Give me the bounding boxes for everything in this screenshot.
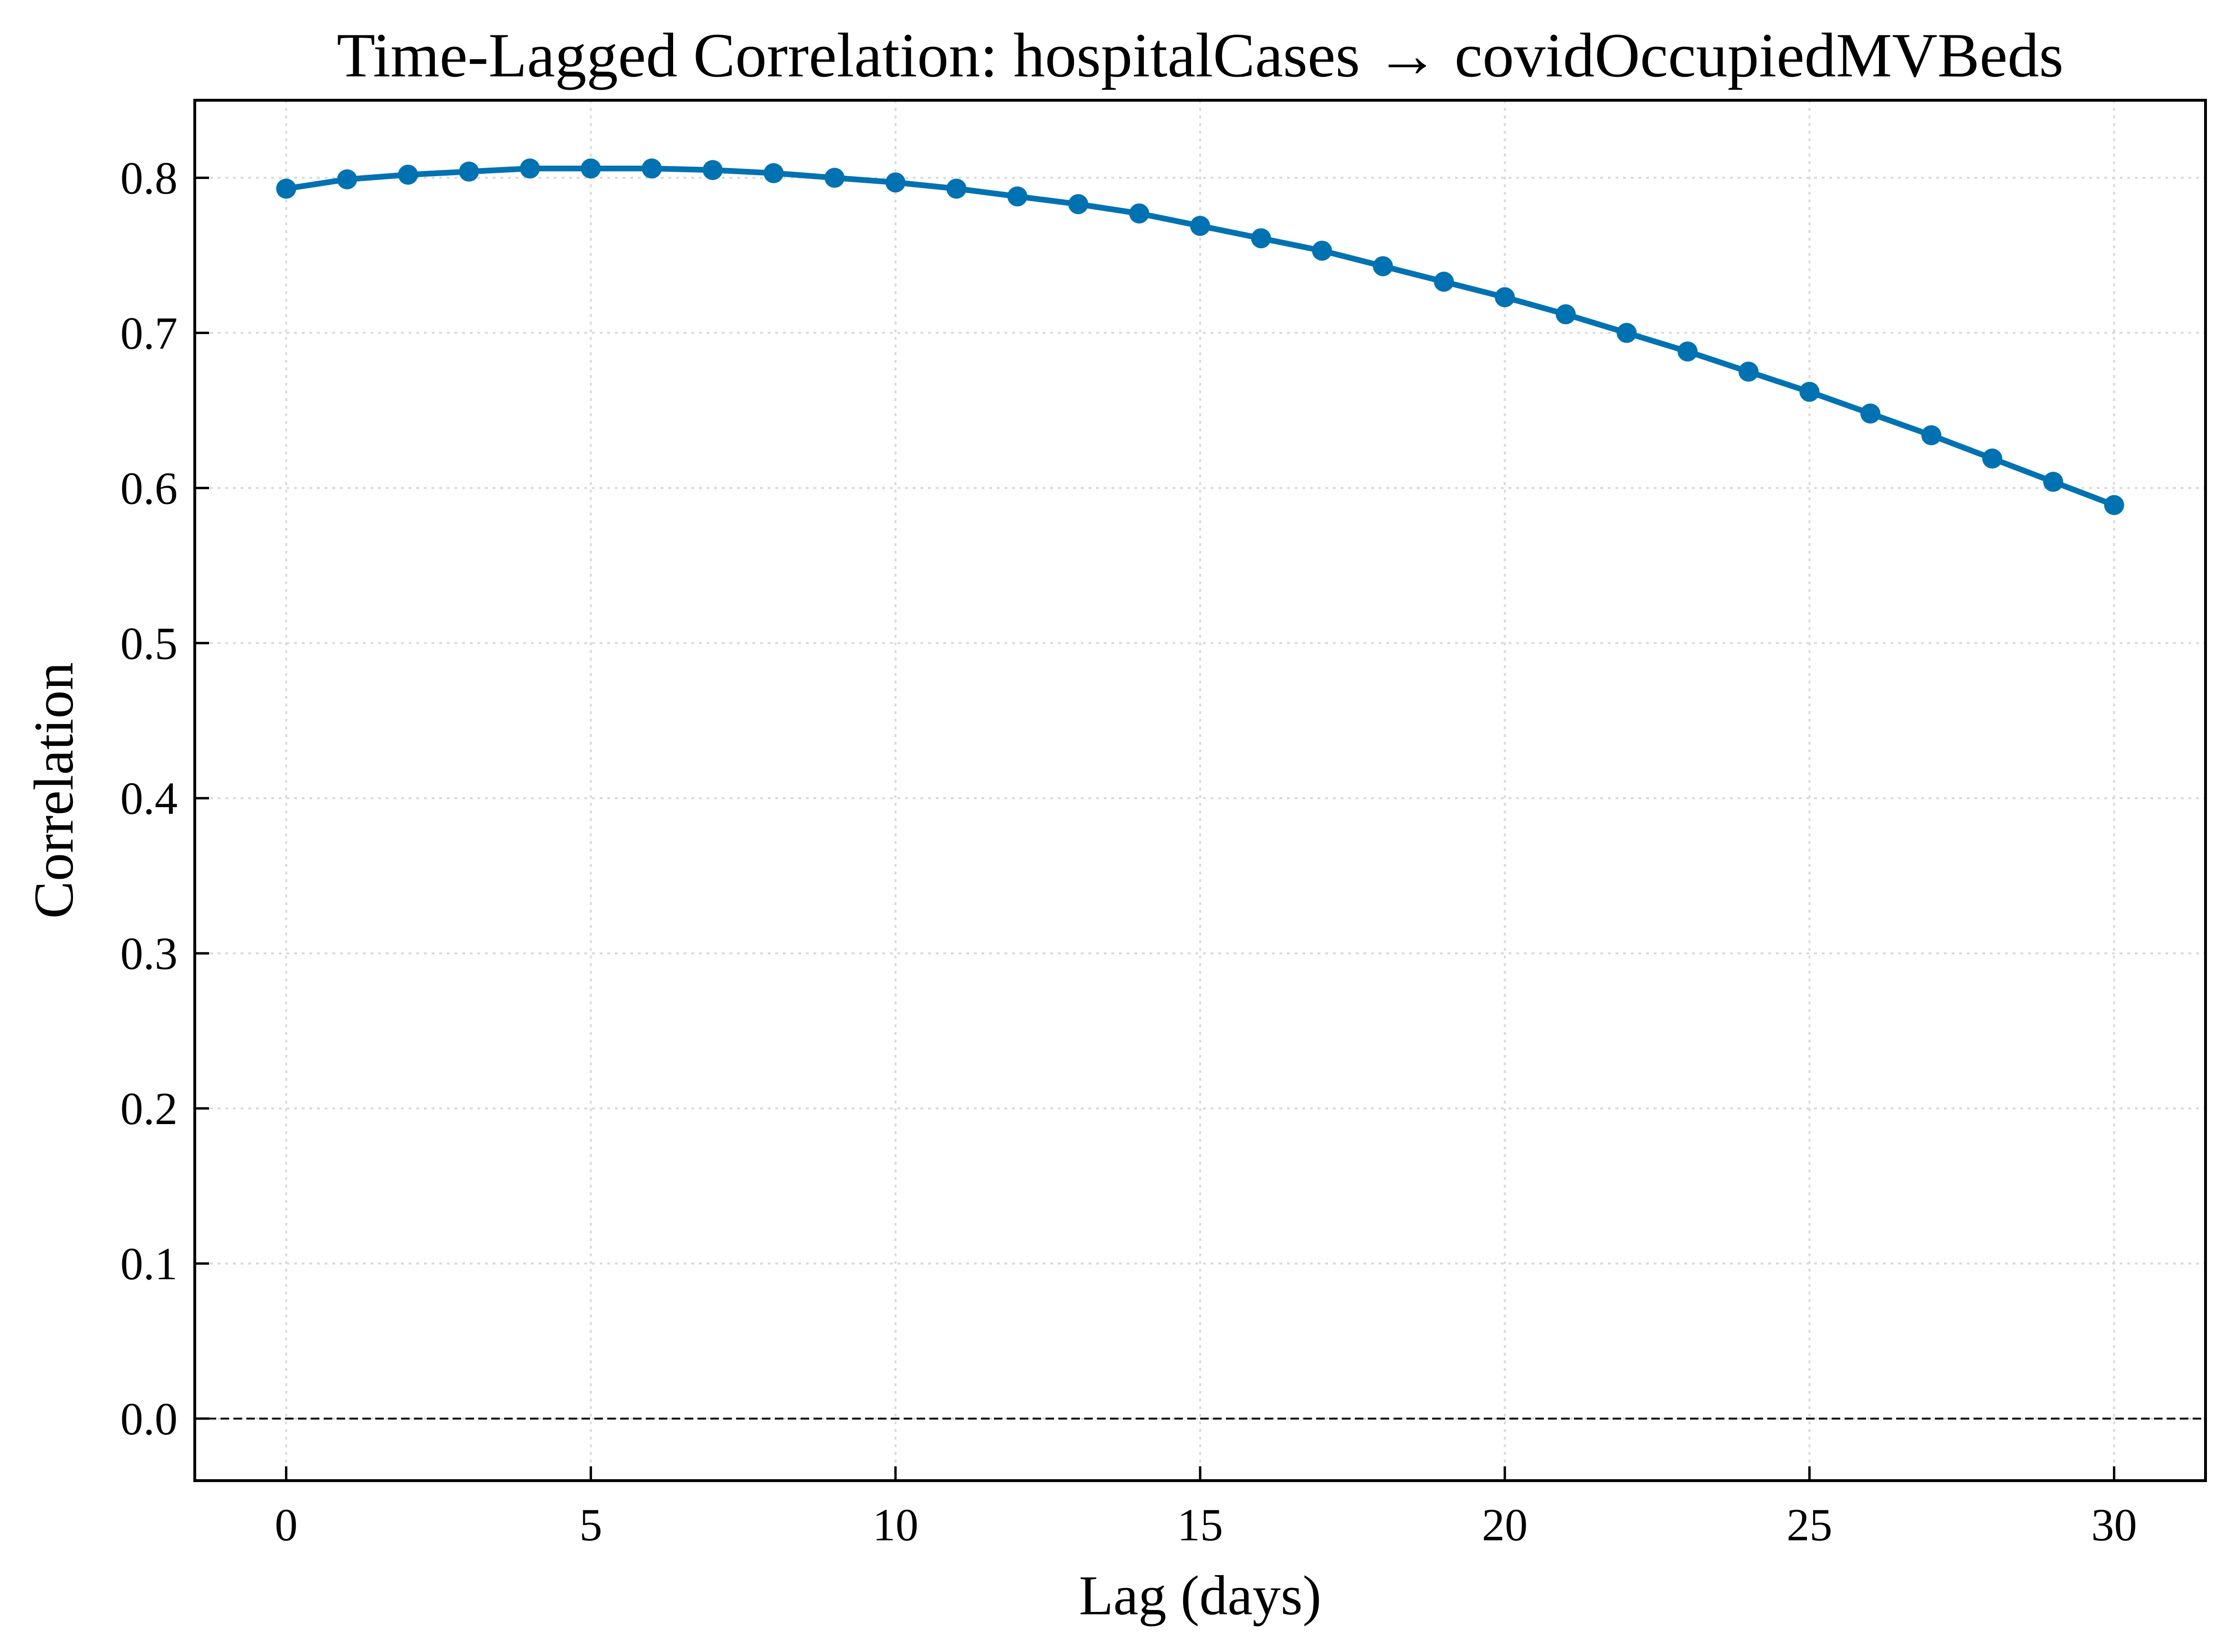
- y-tick-label: 0.0: [120, 1393, 178, 1444]
- y-tick-label: 0.6: [120, 463, 178, 514]
- data-point: [1251, 228, 1271, 249]
- data-point: [1495, 287, 1515, 307]
- y-tick-label: 0.5: [120, 618, 178, 669]
- y-tick-label: 0.2: [120, 1083, 178, 1134]
- data-point: [642, 158, 662, 179]
- data-point: [824, 168, 845, 188]
- data-point: [1982, 448, 2003, 469]
- data-point: [946, 179, 967, 199]
- data-point: [398, 164, 418, 185]
- data-point: [2043, 472, 2063, 492]
- data-point: [1372, 256, 1393, 276]
- data-point: [702, 160, 723, 180]
- data-point: [1190, 216, 1210, 236]
- y-tick-label: 0.7: [120, 307, 178, 358]
- data-point: [1007, 186, 1028, 207]
- data-point: [1921, 425, 1942, 445]
- data-point: [1555, 304, 1576, 325]
- data-point: [520, 158, 540, 179]
- x-tick-label: 0: [274, 1499, 297, 1550]
- y-axis-label: Correlation: [22, 662, 85, 918]
- data-point: [276, 179, 296, 199]
- y-axis-ticks: 0.0 0.1 0.2 0.3 0.4 0.5 0.6 0.7 0.8: [120, 152, 209, 1444]
- data-point: [1434, 272, 1454, 292]
- data-point: [1312, 241, 1332, 261]
- data-point: [1678, 341, 1698, 362]
- series-layer: [276, 158, 2124, 516]
- x-tick-label: 15: [1177, 1499, 1223, 1550]
- data-point: [1799, 381, 1820, 402]
- y-tick-label: 0.8: [120, 152, 178, 203]
- x-tick-label: 5: [580, 1499, 602, 1550]
- x-tick-label: 20: [1482, 1499, 1528, 1550]
- data-point: [459, 161, 479, 182]
- x-tick-label: 25: [1786, 1499, 1832, 1550]
- x-axis-ticks: 0 5 10 15 20 25 30: [274, 1466, 2137, 1550]
- data-point: [885, 172, 906, 193]
- x-tick-label: 30: [2091, 1499, 2137, 1550]
- x-axis-label: Lag (days): [1079, 1564, 1321, 1627]
- y-tick-label: 0.1: [120, 1238, 178, 1289]
- data-point: [763, 163, 784, 183]
- chart-title: Time-Lagged Correlation: hospitalCases →…: [337, 20, 2063, 90]
- data-point: [1860, 403, 1880, 424]
- grid-lines: [195, 100, 2206, 1481]
- y-tick-label: 0.4: [120, 773, 178, 824]
- data-point: [1068, 194, 1088, 214]
- data-point: [580, 158, 601, 179]
- y-tick-label: 0.3: [120, 928, 178, 979]
- data-point: [1738, 361, 1759, 382]
- data-point: [2104, 495, 2124, 516]
- data-point: [1129, 203, 1150, 224]
- data-point: [337, 169, 358, 189]
- data-point: [1616, 323, 1637, 343]
- x-tick-label: 10: [873, 1499, 918, 1550]
